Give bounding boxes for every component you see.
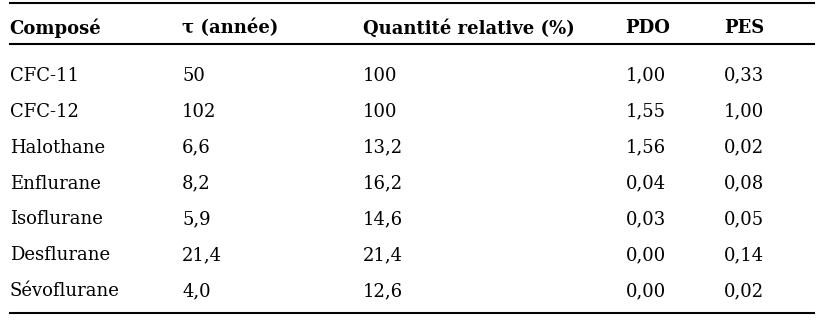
Text: CFC-12: CFC-12 [10, 103, 78, 121]
Text: PDO: PDO [625, 19, 671, 37]
Text: Halothane: Halothane [10, 139, 105, 157]
Text: 1,00: 1,00 [724, 103, 765, 121]
Text: 16,2: 16,2 [363, 175, 403, 193]
Text: Quantité relative (%): Quantité relative (%) [363, 19, 574, 38]
Text: 1,00: 1,00 [625, 67, 666, 85]
Text: 13,2: 13,2 [363, 139, 403, 157]
Text: 100: 100 [363, 103, 397, 121]
Text: 12,6: 12,6 [363, 282, 403, 300]
Text: 21,4: 21,4 [182, 247, 222, 265]
Text: PES: PES [724, 19, 765, 37]
Text: 0,03: 0,03 [625, 211, 666, 229]
Text: Enflurane: Enflurane [10, 175, 101, 193]
Text: 0,00: 0,00 [625, 247, 666, 265]
Text: 1,55: 1,55 [625, 103, 666, 121]
Text: 0,04: 0,04 [625, 175, 666, 193]
Text: 50: 50 [182, 67, 205, 85]
Text: 0,02: 0,02 [724, 282, 764, 300]
Text: 0,08: 0,08 [724, 175, 765, 193]
Text: Isoflurane: Isoflurane [10, 211, 102, 229]
Text: τ (année): τ (année) [182, 19, 279, 37]
Text: Desflurane: Desflurane [10, 247, 110, 265]
Text: 4,0: 4,0 [182, 282, 211, 300]
Text: Sévoflurane: Sévoflurane [10, 282, 119, 300]
Text: CFC-11: CFC-11 [10, 67, 78, 85]
Text: 1,56: 1,56 [625, 139, 666, 157]
Text: 0,33: 0,33 [724, 67, 765, 85]
Text: 100: 100 [363, 67, 397, 85]
Text: 0,14: 0,14 [724, 247, 764, 265]
Text: 21,4: 21,4 [363, 247, 403, 265]
Text: 8,2: 8,2 [182, 175, 211, 193]
Text: 0,02: 0,02 [724, 139, 764, 157]
Text: 5,9: 5,9 [182, 211, 211, 229]
Text: Composé: Composé [10, 19, 101, 39]
Text: 14,6: 14,6 [363, 211, 403, 229]
Text: 6,6: 6,6 [182, 139, 211, 157]
Text: 102: 102 [182, 103, 217, 121]
Text: 0,05: 0,05 [724, 211, 764, 229]
Text: 0,00: 0,00 [625, 282, 666, 300]
